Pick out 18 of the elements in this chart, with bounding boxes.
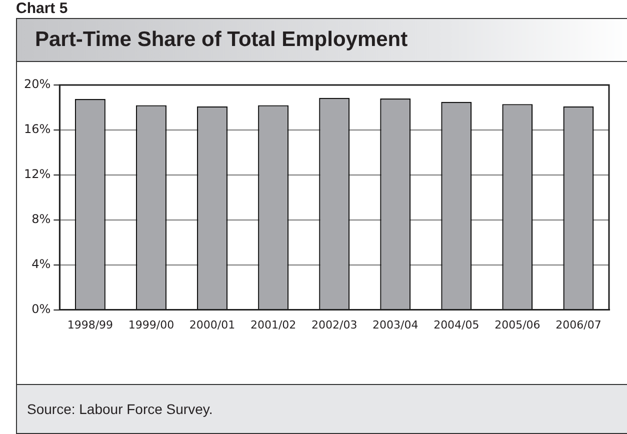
y-tick-label: 20% bbox=[24, 77, 51, 92]
x-tick-label: 2004/05 bbox=[434, 318, 480, 332]
caption: Chart 5 bbox=[16, 0, 68, 17]
x-tick-label: 2002/03 bbox=[311, 318, 358, 332]
y-tick-label: 8% bbox=[32, 212, 51, 226]
y-tick-label: 4% bbox=[32, 256, 51, 271]
source-note: Source: Labour Force Survey. bbox=[17, 384, 627, 433]
x-tick-label: 2001/02 bbox=[250, 318, 296, 332]
x-tick-label: 2005/06 bbox=[494, 318, 540, 332]
x-tick-label: 2003/04 bbox=[372, 318, 418, 332]
y-tick-label: 0% bbox=[32, 302, 51, 316]
x-tick-label: 2006/07 bbox=[556, 318, 602, 332]
x-tick-label: 1998/99 bbox=[67, 318, 114, 332]
x-tick-label: 2000/01 bbox=[189, 318, 236, 332]
y-tick-label: 12% bbox=[24, 167, 51, 182]
chart-title: Part-Time Share of Total Employment bbox=[17, 19, 627, 62]
y-tick-label: 16% bbox=[24, 122, 51, 136]
x-tick-label: 1999/00 bbox=[128, 318, 174, 332]
